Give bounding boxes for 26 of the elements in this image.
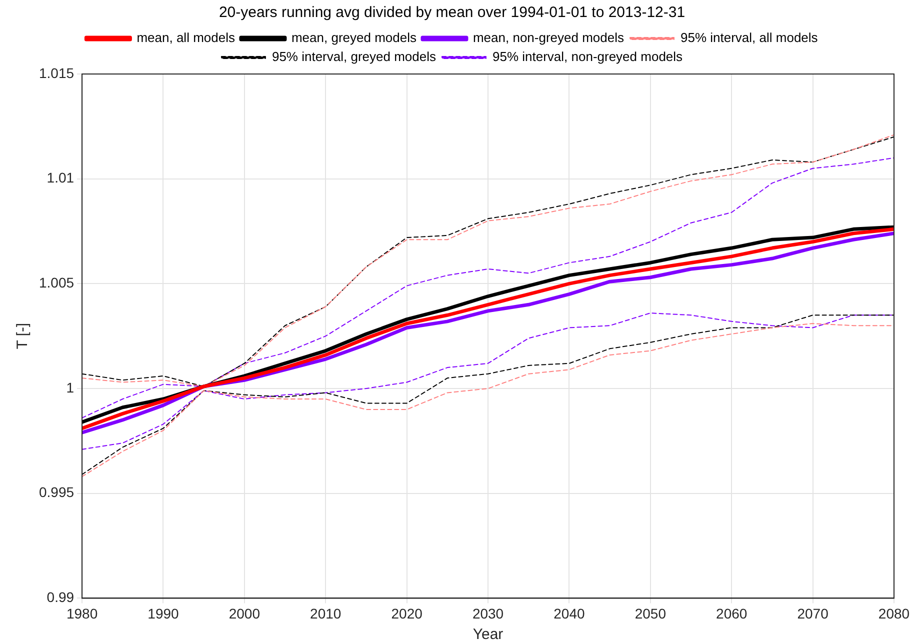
x-tick-label: 1980 — [66, 605, 98, 622]
x-tick-label: 2060 — [716, 605, 748, 622]
x-tick-label: 2000 — [228, 605, 260, 622]
x-tick-label: 2070 — [797, 605, 829, 622]
y-tick-label: 1 — [66, 379, 74, 396]
x-tick-label: 2040 — [554, 605, 585, 622]
y-tick-label: 1.015 — [38, 64, 74, 81]
legend-label: 95% interval, greyed models — [272, 49, 436, 64]
chart-title: 20-years running avg divided by mean over 1994-01-01 to 2013-12-31 — [218, 4, 686, 22]
x-tick-label: 2010 — [310, 605, 342, 622]
legend-label: mean, all models — [136, 30, 236, 46]
y-tick-label: 0.99 — [46, 589, 74, 606]
y-tick-label: 1.005 — [38, 274, 74, 291]
legend-label: mean, non-greyed models — [472, 30, 625, 46]
x-axis-title: Year — [472, 626, 504, 644]
legend-label: 95% interval, non-greyed models — [492, 49, 684, 64]
legend-label: 95% interval, all models — [680, 30, 818, 46]
x-tick-label: 2020 — [391, 605, 423, 622]
x-tick-label: 1990 — [148, 605, 180, 622]
x-tick-label: 2030 — [472, 605, 504, 622]
x-tick-label: 2050 — [634, 605, 666, 622]
y-tick-label: 0.995 — [38, 484, 74, 500]
legend-label: mean, greyed models — [291, 30, 417, 46]
x-tick-label: 2080 — [878, 605, 910, 622]
y-tick-label: 1.01 — [46, 170, 74, 186]
y-axis-title: T [-] — [14, 322, 32, 350]
